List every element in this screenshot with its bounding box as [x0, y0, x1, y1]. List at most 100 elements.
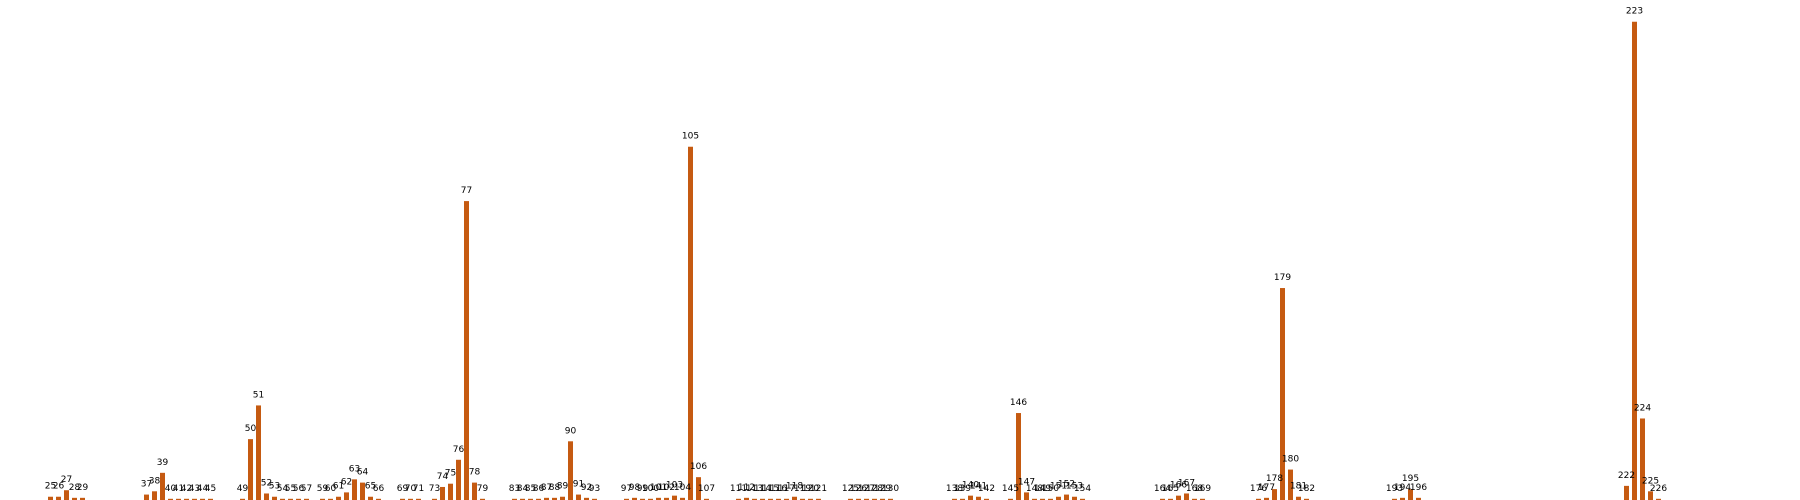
bar-79	[480, 498, 485, 500]
bar-152	[1064, 494, 1069, 500]
bar-label-222: 222	[1618, 471, 1635, 481]
bar-69	[400, 498, 405, 500]
bar-76	[456, 459, 461, 500]
bar-26	[56, 496, 61, 500]
bar-71	[416, 498, 421, 500]
bar-label-140: 140	[962, 481, 979, 491]
bar-label-223: 223	[1626, 7, 1643, 17]
bar-label-100: 100	[642, 484, 659, 494]
bar-177	[1264, 497, 1269, 500]
bar-78	[472, 482, 477, 500]
bar-label-83: 83	[509, 484, 520, 494]
bar-label-146: 146	[1010, 398, 1027, 408]
bar-77	[464, 201, 469, 500]
bar-label-113: 113	[746, 484, 763, 494]
bar-101	[656, 497, 661, 500]
bar-label-93: 93	[589, 484, 600, 494]
bar-label-182: 182	[1298, 484, 1315, 494]
bar-label-86: 86	[533, 484, 545, 494]
bar-label-29: 29	[77, 483, 89, 493]
bar-75	[448, 483, 453, 500]
bar-label-97: 97	[621, 484, 632, 494]
bar-176	[1256, 498, 1261, 500]
bar-224	[1640, 418, 1645, 500]
bar-74	[440, 486, 445, 500]
bar-label-104: 104	[674, 483, 691, 493]
bar-label-166: 166	[1170, 481, 1187, 491]
bar-label-150: 150	[1042, 484, 1059, 494]
bar-89	[560, 496, 565, 500]
bar-147	[1024, 492, 1029, 500]
bar-label-75: 75	[445, 469, 456, 479]
bar-113	[752, 498, 757, 500]
bar-87	[544, 497, 549, 500]
bar-57	[304, 498, 309, 500]
bar-116	[776, 498, 781, 500]
bar-195	[1408, 489, 1413, 500]
bar-165	[1168, 498, 1173, 500]
bar-label-87: 87	[541, 483, 552, 493]
bar-label-152: 152	[1058, 480, 1075, 490]
bar-84	[520, 498, 525, 500]
bar-label-148: 148	[1026, 484, 1043, 494]
bar-label-106: 106	[690, 462, 707, 472]
bar-label-28: 28	[69, 483, 81, 493]
bar-104	[680, 497, 685, 500]
bar-label-153: 153	[1066, 482, 1083, 492]
bar-label-102: 102	[658, 483, 675, 493]
bar-label-51: 51	[253, 390, 264, 400]
bar-label-90: 90	[565, 426, 577, 436]
bar-label-74: 74	[437, 472, 449, 482]
bar-139	[960, 498, 965, 500]
bar-223	[1632, 21, 1637, 500]
bar-60	[328, 498, 333, 500]
bar-label-141: 141	[970, 482, 987, 492]
bar-196	[1416, 497, 1421, 500]
bar-label-177: 177	[1258, 483, 1275, 493]
bar-label-57: 57	[301, 484, 312, 494]
bar-label-76: 76	[453, 445, 465, 455]
bar-145	[1008, 498, 1013, 500]
bar-label-79: 79	[477, 484, 489, 494]
bar-54	[280, 498, 285, 500]
bar-61	[336, 496, 341, 500]
bar-102	[664, 497, 669, 500]
bar-label-105: 105	[682, 132, 699, 142]
bar-label-151: 151	[1050, 482, 1067, 492]
bar-168	[1192, 498, 1197, 500]
bar-27	[64, 490, 69, 500]
bar-label-52: 52	[261, 478, 272, 488]
bar-148	[1032, 498, 1037, 500]
bar-label-85: 85	[525, 484, 536, 494]
bar-label-194: 194	[1394, 483, 1411, 493]
bar-83	[512, 498, 517, 500]
bar-label-114: 114	[754, 484, 771, 494]
bar-label-129: 129	[874, 484, 891, 494]
bar-label-115: 115	[762, 484, 779, 494]
bar-label-73: 73	[429, 484, 440, 494]
bar-141	[976, 496, 981, 500]
bar-52	[264, 493, 269, 500]
bar-103	[672, 495, 677, 500]
bar-label-59: 59	[317, 484, 329, 494]
bar-193	[1392, 498, 1397, 500]
bar-167	[1184, 493, 1189, 500]
bar-label-127: 127	[858, 484, 875, 494]
bar-166	[1176, 495, 1181, 500]
bar-label-60: 60	[325, 484, 337, 494]
bar-99	[640, 498, 645, 500]
bar-225	[1648, 491, 1653, 500]
bar-label-116: 116	[770, 484, 787, 494]
bar-180	[1288, 469, 1293, 500]
bar-label-130: 130	[882, 484, 899, 494]
bar-label-89: 89	[557, 482, 569, 492]
bar-150	[1048, 498, 1053, 500]
bar-label-92: 92	[581, 483, 592, 493]
bar-62	[344, 492, 349, 500]
bar-label-84: 84	[517, 484, 529, 494]
bar-label-39: 39	[157, 458, 169, 468]
bar-label-77: 77	[461, 186, 472, 196]
bar-128	[872, 498, 877, 500]
bar-label-103: 103	[666, 481, 683, 491]
